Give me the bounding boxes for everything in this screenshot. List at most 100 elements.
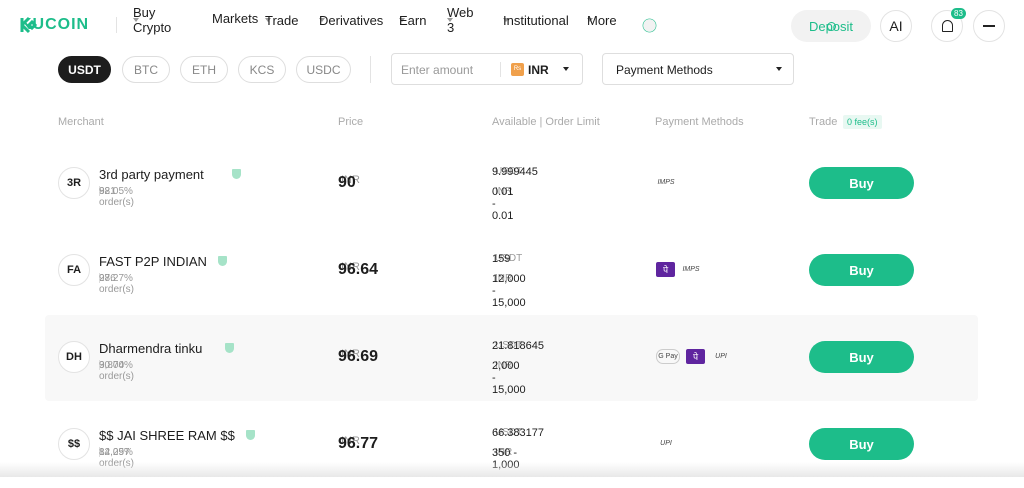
payment-methods: UPI xyxy=(656,436,676,451)
nav-divider xyxy=(116,17,117,33)
payment-methods: IMPS xyxy=(656,175,676,190)
caret xyxy=(503,18,509,22)
order-limit: 12,000 - 15,000 INR xyxy=(492,273,526,309)
currency: INR xyxy=(528,63,549,77)
fee-tag: 0 fee(s) xyxy=(843,115,882,129)
payment-icon: IMPS xyxy=(682,266,700,273)
nav-item[interactable]: More xyxy=(587,13,617,28)
caret xyxy=(776,67,782,71)
buy-button[interactable]: Buy xyxy=(809,167,914,199)
nav-item[interactable]: Buy Crypto xyxy=(133,5,171,35)
bell-icon xyxy=(941,20,953,32)
nav-item[interactable]: Trade xyxy=(265,13,298,28)
notification-button[interactable] xyxy=(931,10,963,42)
nav-item[interactable]: Web 3 xyxy=(447,5,474,35)
avatar: 3R xyxy=(58,167,90,199)
limit-unit: INR xyxy=(495,273,513,284)
caret xyxy=(319,18,325,22)
caret xyxy=(563,67,569,71)
merchant-row: DH Dharmendra tinku 3,804 order(s) 90.70% 96… xyxy=(45,315,978,401)
merchant-name[interactable]: 3rd party payment xyxy=(99,167,204,182)
ai-button[interactable]: AI xyxy=(880,10,912,42)
logo-text: KUCOIN xyxy=(20,16,90,33)
payment-icon: IMPS xyxy=(657,179,675,186)
order-count: 3,804 order(s) xyxy=(99,360,135,382)
merchant-name[interactable]: $$ JAI SHREE RAM $$ xyxy=(99,428,235,443)
payment-icon: पे xyxy=(656,262,675,277)
stat-divider xyxy=(99,447,100,457)
price: 90 INR xyxy=(338,174,360,191)
price-unit: INR xyxy=(341,174,360,186)
available: 21.818645 USDT xyxy=(492,340,544,352)
limit-unit: INR xyxy=(495,186,513,197)
completion-rate: 97.27% xyxy=(99,273,133,284)
coin-tab[interactable]: KCS xyxy=(238,56,286,83)
available: 9.999445 USDT xyxy=(492,166,538,178)
nav-label: Earn xyxy=(399,12,427,28)
completion-rate: 90.70% xyxy=(99,360,133,371)
price-value: 96.69 xyxy=(338,348,379,365)
stat-divider xyxy=(99,273,100,283)
buy-button[interactable]: Buy xyxy=(809,428,914,460)
coin-tab[interactable]: USDT xyxy=(58,56,111,83)
coin-tab[interactable]: USDC xyxy=(296,56,351,83)
payment-icon: UPI xyxy=(660,440,672,447)
menu-bar xyxy=(983,25,995,27)
caret xyxy=(133,18,139,22)
payment-icon: पे xyxy=(686,349,705,364)
nav-item[interactable]: Institutional xyxy=(503,13,569,28)
payment-icon: UPI xyxy=(715,353,727,360)
menu-button[interactable] xyxy=(973,10,1005,42)
merchant-name[interactable]: FAST P2P INDIAN xyxy=(99,254,207,269)
completion-rate: 92.05% xyxy=(99,186,133,197)
price-value: 96.64 xyxy=(338,261,379,278)
payment-select[interactable]: Payment Methods xyxy=(602,53,794,85)
caret xyxy=(587,18,593,22)
order-count: 286 order(s) xyxy=(99,273,135,295)
coin-tab[interactable]: ETH xyxy=(180,56,228,83)
payment-label: Payment Methods xyxy=(616,63,713,77)
price-value: 96.77 xyxy=(338,435,379,452)
merchant-row: $$$$ JAI SHREE RAM $$12,097 order(s)84.2… xyxy=(45,402,978,488)
currency-icon: Rs xyxy=(511,63,524,76)
input-divider xyxy=(500,62,501,77)
available-unit: USDT xyxy=(495,427,523,438)
merchant-name[interactable]: Dharmendra tinku xyxy=(99,341,203,356)
available-unit: USDT xyxy=(495,340,523,351)
deposit-button[interactable]: Deposit xyxy=(791,10,871,42)
amount-input[interactable]: Enter amount Rs INR xyxy=(391,53,583,85)
coin-tab[interactable]: BTC xyxy=(122,56,170,83)
nav-label: Buy Crypto xyxy=(133,5,172,35)
nav-item[interactable]: Earn xyxy=(399,13,426,28)
stat-divider xyxy=(99,186,100,196)
nav-item[interactable]: Derivatives xyxy=(319,13,383,28)
nav-label: Institutional xyxy=(503,12,569,28)
caret xyxy=(399,18,405,22)
price-unit: INR xyxy=(341,435,360,447)
price-unit: INR xyxy=(341,348,360,360)
gift-button[interactable] xyxy=(642,18,657,33)
column-header: Price xyxy=(338,116,364,128)
logo[interactable]: KUCOIN xyxy=(20,16,88,34)
payment-icon: G Pay xyxy=(656,349,680,364)
order-count: 881 order(s) xyxy=(99,186,135,208)
buy-button[interactable]: Buy xyxy=(809,341,914,373)
divider xyxy=(370,56,371,83)
price: 96.69 INR xyxy=(338,348,378,365)
verified-badge xyxy=(224,343,234,353)
page: KUCOIN Buy Crypto Markets Trade Derivatives E… xyxy=(0,5,1024,477)
available: 159 USDT xyxy=(492,253,522,265)
buy-button[interactable]: Buy xyxy=(809,254,914,286)
verified-badge xyxy=(231,169,241,179)
notification-badge: 83 xyxy=(951,8,966,19)
nav-label: More xyxy=(587,12,617,28)
nav-label: Markets xyxy=(212,10,259,26)
verified-badge xyxy=(217,256,227,266)
price-value: 90 xyxy=(338,174,356,191)
amount-placeholder: Enter amount xyxy=(401,63,474,77)
avatar: FA xyxy=(58,254,90,286)
caret xyxy=(447,18,453,22)
limit-value: 12,000 - 15,000 xyxy=(492,273,526,309)
nav-label: Trade xyxy=(265,12,299,28)
column-header: Merchant xyxy=(58,116,104,128)
